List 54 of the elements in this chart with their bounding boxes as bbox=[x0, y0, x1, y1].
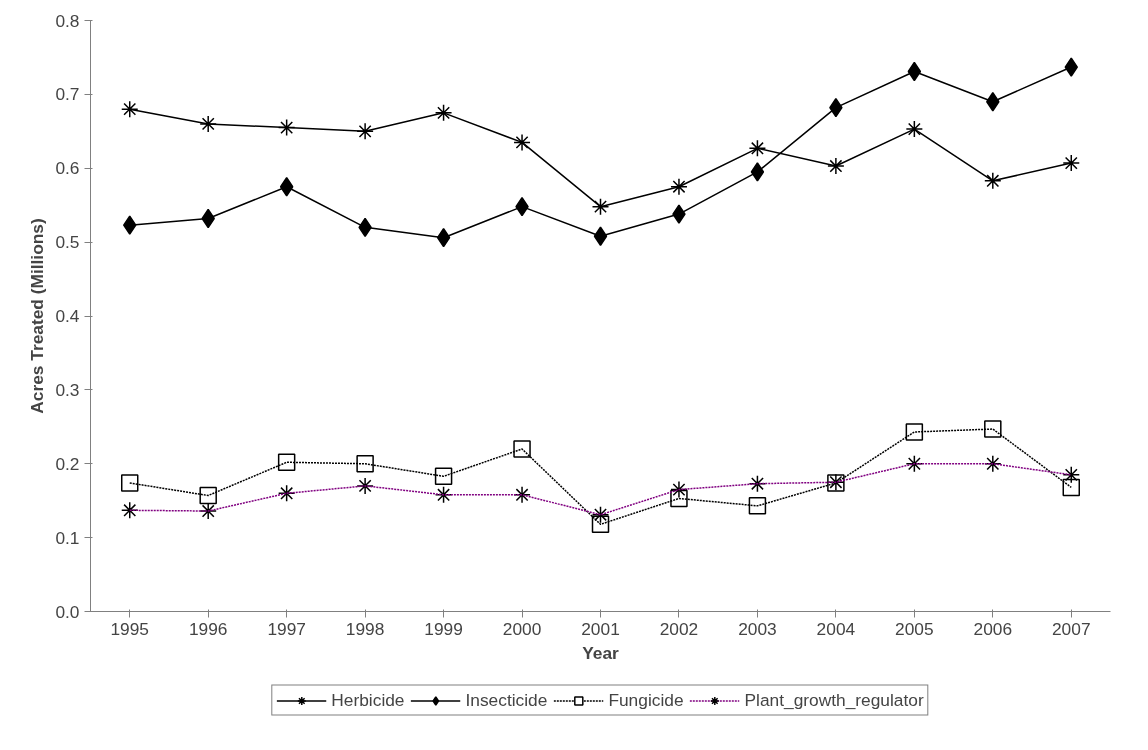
legend-label: Plant_growth_regulator bbox=[744, 689, 924, 711]
point bbox=[1064, 57, 1079, 77]
legend-label: Fungicide bbox=[608, 689, 684, 711]
point bbox=[591, 197, 610, 216]
y-tick-label: 0.2 bbox=[55, 453, 80, 474]
x-tick-label: 2002 bbox=[659, 618, 699, 639]
point bbox=[593, 226, 608, 246]
x-tick-label: 2003 bbox=[738, 618, 777, 639]
point bbox=[513, 133, 531, 152]
point bbox=[984, 172, 1002, 190]
point bbox=[434, 467, 453, 486]
legend-label: Insecticide bbox=[465, 689, 548, 711]
point bbox=[748, 497, 767, 515]
y-tick-label: 0.8 bbox=[55, 10, 80, 31]
y-tick-label: 0.1 bbox=[55, 527, 80, 548]
x-tick-label: 2006 bbox=[973, 618, 1013, 639]
point bbox=[513, 440, 531, 458]
x-axis-title: Year bbox=[582, 642, 620, 663]
point bbox=[1062, 154, 1081, 172]
point bbox=[986, 92, 1000, 112]
x-tick-label: 2005 bbox=[895, 618, 934, 639]
y-tick-label: 0.5 bbox=[55, 232, 80, 253]
y-tick-label: 0.7 bbox=[55, 84, 80, 105]
point bbox=[905, 120, 924, 138]
point bbox=[277, 453, 296, 472]
x-tick-label: 1996 bbox=[188, 618, 228, 639]
point bbox=[120, 100, 139, 118]
point bbox=[356, 455, 374, 473]
point bbox=[199, 115, 217, 133]
point bbox=[120, 474, 139, 492]
y-tick-label: 0.6 bbox=[55, 158, 80, 179]
point bbox=[905, 423, 924, 441]
point bbox=[827, 157, 845, 175]
x-tick-label: 1998 bbox=[345, 618, 385, 639]
x-tick-label: 1995 bbox=[110, 618, 150, 639]
point bbox=[122, 215, 137, 235]
point bbox=[277, 118, 296, 137]
x-tick-label: 1997 bbox=[267, 618, 306, 639]
point bbox=[356, 122, 374, 141]
x-tick-label: 2004 bbox=[816, 618, 856, 639]
point bbox=[984, 420, 1002, 438]
point bbox=[434, 104, 453, 122]
y-tick-label: 0.4 bbox=[55, 306, 80, 326]
y-tick-label: 0.3 bbox=[55, 379, 80, 400]
y-axis-title: Acres Treated (Millions) bbox=[27, 218, 48, 414]
point bbox=[199, 486, 217, 505]
point bbox=[748, 139, 767, 158]
x-tick-label: 2000 bbox=[502, 618, 542, 639]
point bbox=[670, 177, 688, 196]
x-tick-label: 2007 bbox=[1052, 618, 1091, 639]
legend-label: Herbicide bbox=[331, 689, 405, 711]
x-tick-label: 1999 bbox=[424, 618, 463, 639]
x-tick-label: 2001 bbox=[581, 618, 620, 639]
y-tick-label: 0.0 bbox=[55, 601, 80, 622]
